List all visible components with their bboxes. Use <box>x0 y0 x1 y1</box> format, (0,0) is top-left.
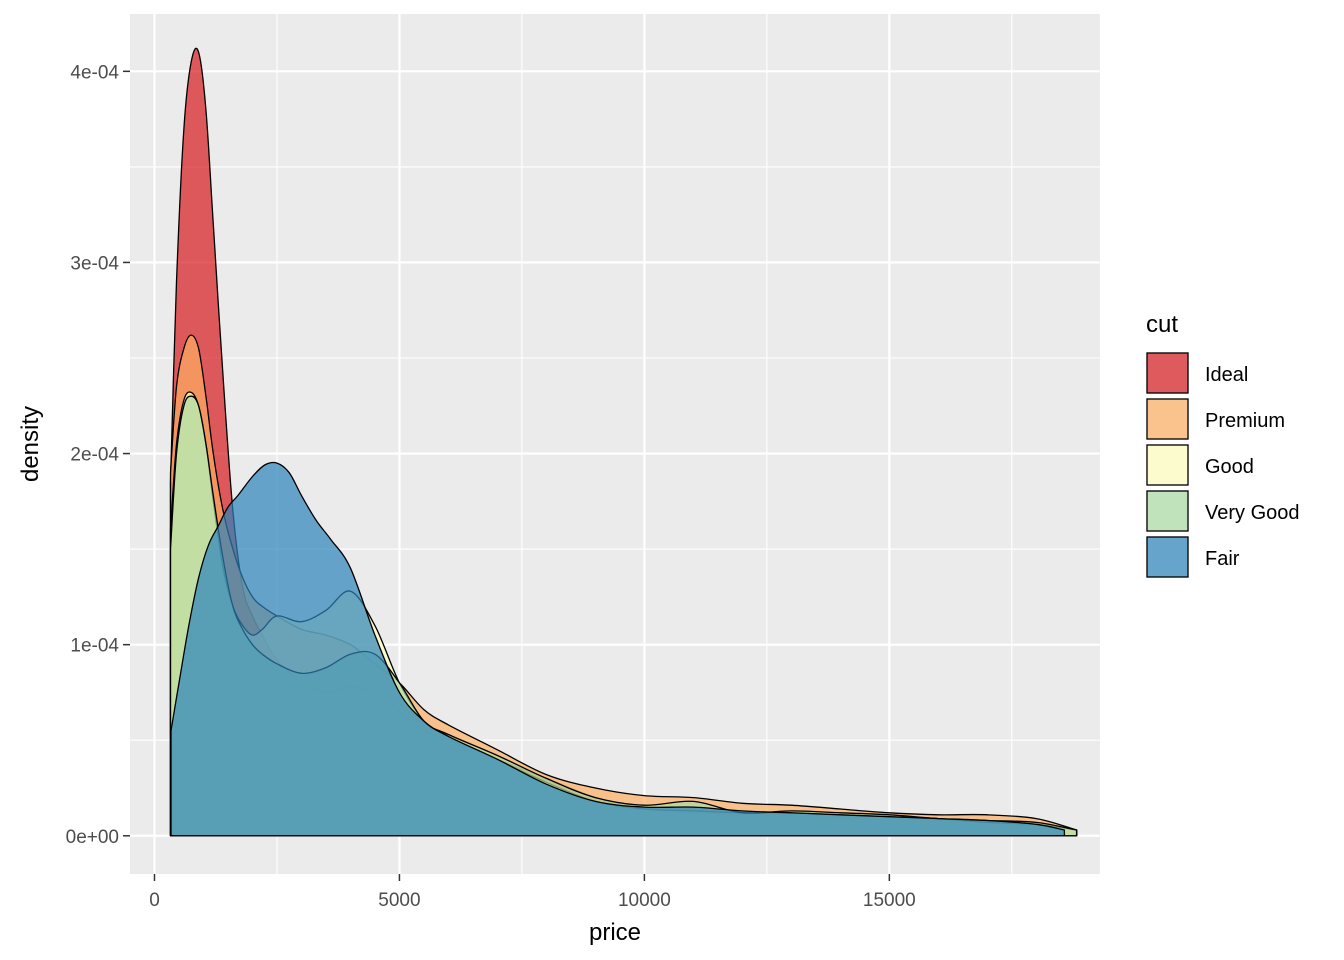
x-tick-label: 5000 <box>378 890 420 911</box>
legend-label-fair: Fair <box>1205 548 1240 570</box>
density-areas <box>169 47 1078 837</box>
y-axis: 0e+00 1e-04 2e-04 3e-04 4e-04 <box>66 62 130 848</box>
legend-label-premium: Premium <box>1205 410 1285 432</box>
legend-label-ideal: Ideal <box>1205 364 1248 386</box>
y-tick-label: 3e-04 <box>70 253 119 274</box>
legend: cut Ideal Premium Good Very Good Fair <box>1146 311 1300 578</box>
legend-key-ideal <box>1146 352 1189 394</box>
x-axis-title: price <box>589 919 641 946</box>
legend-key-very-good <box>1146 490 1189 532</box>
legend-label-good: Good <box>1205 456 1254 478</box>
legend-label-very-good: Very Good <box>1205 502 1300 524</box>
legend-key-good <box>1146 444 1189 486</box>
y-tick-label: 2e-04 <box>70 445 119 466</box>
legend-key-fair <box>1146 536 1189 578</box>
x-tick-label: 10000 <box>618 890 671 911</box>
y-axis-title: density <box>17 406 44 482</box>
x-axis: 0 5000 10000 15000 <box>149 874 916 911</box>
y-tick-label: 4e-04 <box>70 62 119 83</box>
minor-gridlines <box>130 14 1100 874</box>
y-tick-label: 1e-04 <box>70 636 119 657</box>
x-tick-label: 0 <box>149 890 160 911</box>
x-tick-label: 15000 <box>863 890 916 911</box>
legend-title: cut <box>1146 311 1178 338</box>
y-tick-label: 0e+00 <box>66 827 119 848</box>
density-area-fair <box>170 461 1066 837</box>
legend-key-premium <box>1146 398 1189 440</box>
